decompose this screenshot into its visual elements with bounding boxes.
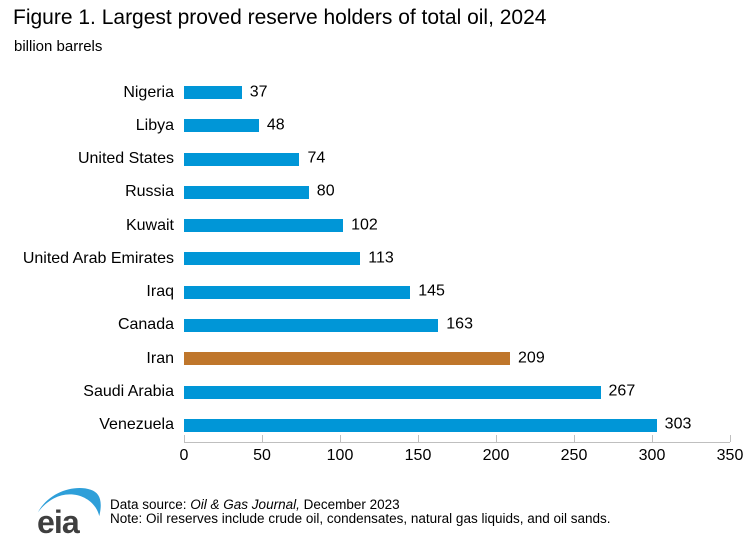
value-label: 48: [266, 116, 285, 134]
category-label: United Arab Emirates: [22, 249, 174, 267]
bar: [184, 119, 259, 133]
bar: [184, 152, 300, 166]
category-label: Kuwait: [125, 216, 174, 234]
bar-track: 74: [184, 149, 730, 167]
data-source-line: Data source: Oil & Gas Journal, December…: [110, 497, 400, 512]
figure-title: Figure 1. Largest proved reserve holders…: [13, 6, 547, 29]
eia-logo-swoosh-icon: [37, 487, 101, 517]
value-label: 113: [368, 249, 394, 267]
x-axis-tick-label: 150: [404, 447, 432, 464]
note-line: Note: Oil reserves include crude oil, co…: [110, 511, 611, 526]
bar-track: 209: [184, 349, 730, 367]
source-publication: Oil & Gas Journal,: [190, 497, 300, 512]
x-axis-tick-label: 200: [482, 447, 510, 464]
bar-row: Russia 80: [0, 176, 753, 209]
bar: [184, 285, 411, 299]
bar: [184, 385, 601, 399]
bar-row: Venezuela 303: [0, 409, 753, 442]
x-axis-tick-mark: [262, 435, 263, 442]
bar-track: 37: [184, 83, 730, 101]
bar: [184, 86, 242, 100]
bar-row: Iraq 145: [0, 276, 753, 309]
bar-track: 80: [184, 183, 730, 201]
x-axis-line: [184, 442, 730, 443]
category-label: Iran: [146, 349, 174, 367]
bar-track: 303: [184, 415, 730, 433]
bar-rows: Nigeria 37 Libya 48 United States 74 Russia 80 K…: [0, 76, 753, 442]
bar-row: United Arab Emirates 113: [0, 242, 753, 275]
bar-row: Iran 209: [0, 342, 753, 375]
value-label: 267: [608, 382, 636, 400]
bar: [184, 418, 657, 432]
bar-row: United States 74: [0, 143, 753, 176]
x-axis-tick-label: 250: [560, 447, 588, 464]
bar-track: 102: [184, 216, 730, 234]
x-axis-tick-label: 300: [638, 447, 666, 464]
value-label: 102: [351, 216, 378, 234]
category-label: Canada: [117, 316, 174, 334]
category-label: Libya: [135, 116, 174, 134]
value-label: 209: [518, 349, 545, 367]
bar-track: 113: [184, 249, 730, 267]
bar: [184, 219, 344, 233]
value-label: 303: [664, 415, 692, 433]
source-suffix: December 2023: [299, 497, 400, 512]
bar-track: 145: [184, 282, 730, 300]
bar-row: Libya 48: [0, 109, 753, 142]
x-axis: 0 50 100 150 200 250 300 350: [180, 435, 743, 465]
units-label: billion barrels: [14, 38, 103, 55]
category-label: Nigeria: [123, 83, 174, 101]
category-label: United States: [77, 150, 174, 168]
category-label: Saudi Arabia: [83, 383, 174, 401]
bar: [184, 352, 511, 366]
bar: [184, 252, 361, 266]
bar: [184, 318, 439, 332]
bar-row: Canada 163: [0, 309, 753, 342]
x-axis-tick-mark: [652, 435, 653, 442]
value-label: 163: [446, 316, 473, 334]
category-label: Venezuela: [99, 416, 174, 434]
value-label: 74: [307, 149, 326, 167]
x-axis-tick-mark: [496, 435, 497, 442]
bar-row: Saudi Arabia 267: [0, 375, 753, 408]
eia-logo: eia: [37, 487, 101, 537]
x-axis-tick-label: 100: [326, 447, 354, 464]
bar-track: 48: [184, 116, 730, 134]
x-axis-tick-mark: [418, 435, 419, 442]
x-axis-tick-mark: [730, 435, 731, 442]
category-label: Russia: [125, 183, 174, 201]
x-axis-tick-label: 50: [253, 447, 271, 464]
value-label: 37: [249, 83, 268, 101]
category-label: Iraq: [146, 283, 174, 301]
x-axis-tick-mark: [574, 435, 575, 442]
value-label: 80: [316, 183, 335, 201]
source-prefix: Data source:: [110, 497, 191, 512]
bar: [184, 185, 309, 199]
value-label: 145: [418, 282, 445, 300]
x-axis-tick-mark: [184, 435, 185, 442]
bar-row: Nigeria 37: [0, 76, 753, 109]
eia-logo-text: eia: [37, 504, 81, 537]
bar-track: 163: [184, 316, 730, 334]
x-axis-tick-label: 0: [179, 447, 189, 464]
x-axis-tick-mark: [340, 435, 341, 442]
bar-track: 267: [184, 382, 730, 400]
bar-row: Kuwait 102: [0, 209, 753, 242]
x-axis-tick-label: 350: [716, 447, 744, 464]
